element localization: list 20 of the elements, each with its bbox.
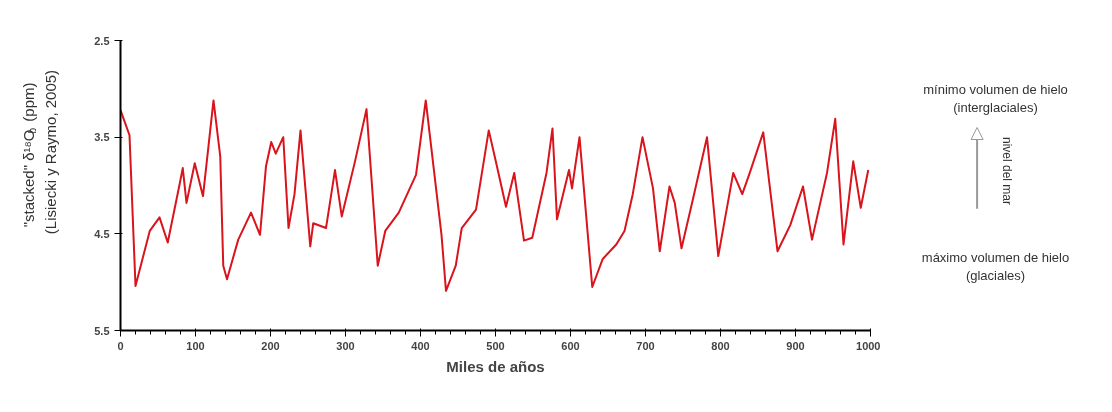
x-tick-label: 600 — [561, 339, 580, 352]
text: mínimo volumen de hielo (interglaciales) — [923, 82, 1068, 115]
x-tick-label: 0 — [117, 339, 124, 352]
y-tick-label: 3.5 — [94, 131, 110, 144]
x-tick-label: 200 — [261, 339, 280, 352]
y-tick-label: 4.5 — [94, 227, 110, 240]
text: nivel del mar — [1000, 136, 1014, 206]
y-tick-label: 2.5 — [94, 34, 110, 47]
x-tick-label: 800 — [711, 339, 730, 352]
x-tick-label: 500 — [486, 339, 505, 352]
x-tick-label: 1000 — [856, 339, 881, 352]
x-tick-label: 400 — [411, 339, 430, 352]
line-series — [120, 99, 870, 292]
x-tick-label: 100 — [186, 339, 205, 352]
x-tick-label: 700 — [636, 339, 655, 352]
x-tick-label: 300 — [336, 339, 355, 352]
text: máximo volumen de hielo (glaciales) — [921, 250, 1070, 284]
y-tick-label: 5.5 — [94, 324, 110, 337]
x-axis-title: Miles de años — [446, 357, 545, 375]
x-tick-label: 900 — [786, 339, 805, 352]
